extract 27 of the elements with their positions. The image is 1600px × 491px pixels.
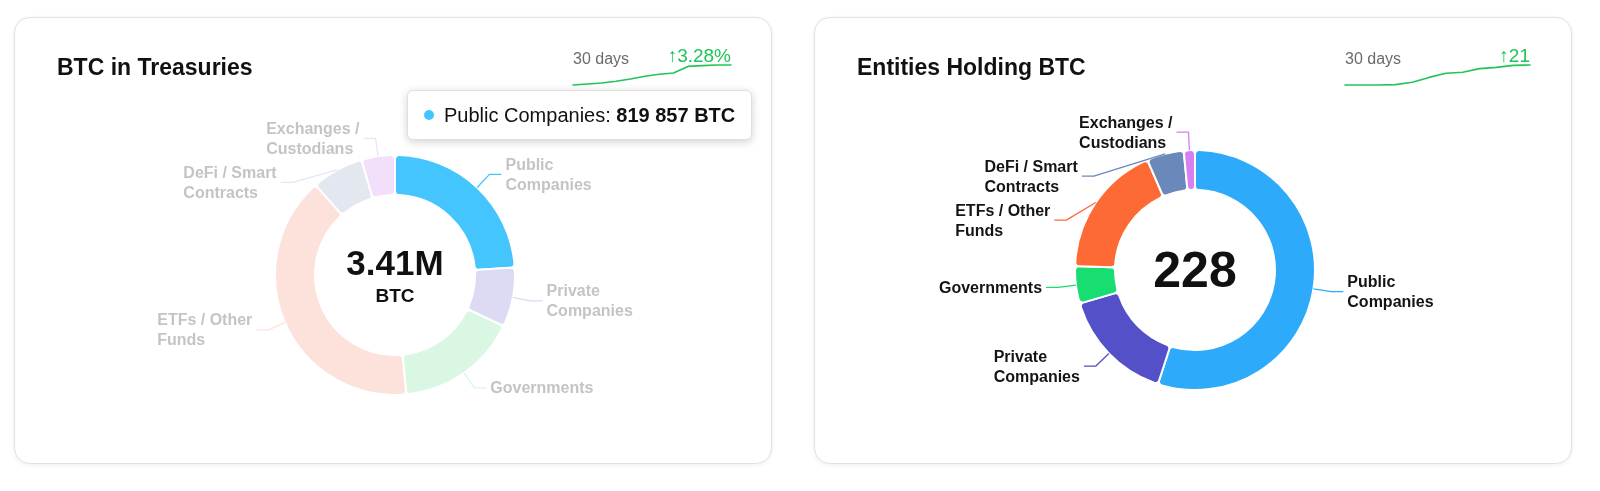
text: BTC	[375, 284, 415, 306]
slice-label: DeFi / Smart Contracts	[183, 163, 278, 201]
annotation: ↑21	[1499, 45, 1530, 66]
donut-slice	[1147, 149, 1189, 197]
text: 228	[1153, 241, 1237, 298]
slice-label: Exchanges / Custodians	[1079, 113, 1174, 151]
donut-slice	[1157, 149, 1316, 391]
chart-title: Entities Holding BTC	[857, 54, 1086, 80]
tooltip-box: Public Companies: 819 857 BTC	[407, 90, 753, 140]
slice-label: ETFs / Other Funds	[157, 311, 253, 349]
donut-slice	[1079, 292, 1171, 385]
annotation: 30 days	[1345, 50, 1402, 67]
slice-label: ETFs / Other Funds	[955, 201, 1051, 239]
annotation: 30 days	[573, 50, 630, 67]
slice-label: Private Companies	[993, 347, 1080, 385]
chart-title: BTC in Treasuries	[57, 54, 253, 80]
slice-label: Governments	[938, 278, 1043, 296]
annotation: ↑3.28%	[667, 45, 731, 66]
slice-label: Governments	[490, 379, 594, 397]
donut-slice	[1183, 149, 1196, 192]
donut-slice	[1074, 265, 1119, 304]
text: 3.41M	[346, 242, 444, 282]
slice-label: DeFi / Smart Contracts	[984, 157, 1079, 195]
slice-label: Public Companies	[1347, 273, 1434, 311]
slice-label: Private Companies	[546, 282, 633, 320]
slice-label: Exchanges / Custodians	[266, 119, 361, 157]
slice-label: Public Companies	[505, 155, 592, 193]
